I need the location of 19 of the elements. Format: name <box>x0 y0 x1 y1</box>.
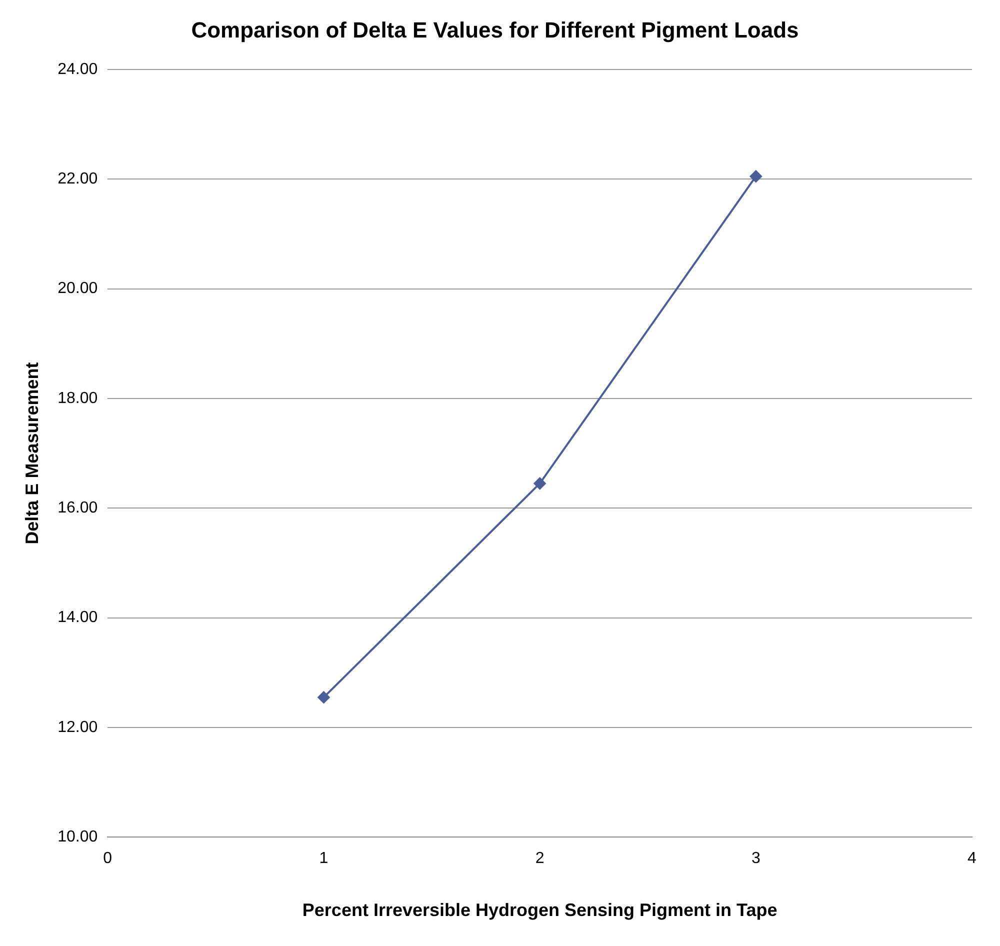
y-tick-label: 24.00 <box>58 60 98 78</box>
y-tick-label: 18.00 <box>58 390 98 407</box>
x-tick-label: 3 <box>751 850 760 868</box>
point <box>750 170 762 182</box>
y-axis-title: Delta E Measurement <box>22 362 42 544</box>
y-tick-label: 10.00 <box>58 828 98 846</box>
x-tick-label: 4 <box>968 850 977 868</box>
chart-title: Comparison of Delta E Values for Different Pigment Loads <box>191 17 799 42</box>
point <box>534 477 546 490</box>
x-tick-label: 1 <box>319 850 328 868</box>
y-tick-label: 16.00 <box>58 500 98 517</box>
x-tick-label: 2 <box>535 850 544 868</box>
y-tick-label: 12.00 <box>58 718 98 736</box>
x-tick-label: 0 <box>103 850 112 868</box>
y-tick-label: 14.00 <box>58 609 98 626</box>
point <box>318 691 330 704</box>
y-tick-label: 22.00 <box>58 170 98 188</box>
x-axis-title: Percent Irreversible Hydrogen Sensing Pigment in Tape <box>302 900 778 920</box>
y-tick-label: 20.00 <box>58 280 98 298</box>
